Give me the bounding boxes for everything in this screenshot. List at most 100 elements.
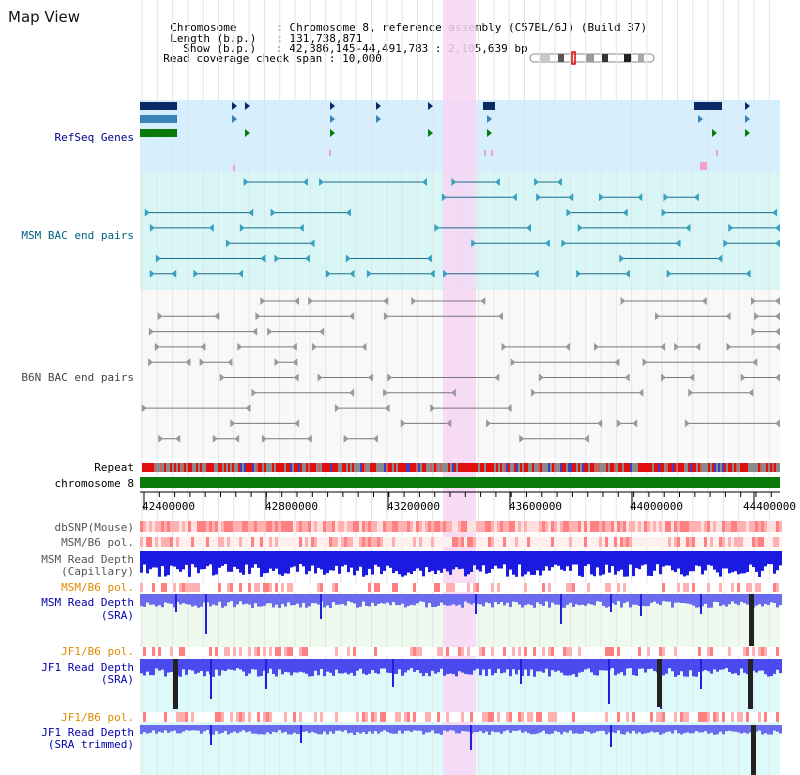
polymorphism-cell <box>425 583 428 592</box>
read-depth-bar <box>557 551 560 566</box>
read-depth-bar <box>260 551 263 577</box>
jf1-depth-sra-label-2: (SRA) <box>100 673 134 686</box>
read-depth-bar <box>173 594 176 608</box>
repeat-segment <box>178 463 180 472</box>
read-depth-bar <box>503 551 506 565</box>
repeat-segment <box>590 463 592 472</box>
bac-end-marker <box>144 208 150 217</box>
polymorphism-cell <box>470 537 473 547</box>
read-depth-bar <box>275 725 278 733</box>
read-depth-bar <box>524 594 527 606</box>
polymorphism-cell <box>704 647 707 656</box>
polymorphism-cell <box>353 712 356 722</box>
read-depth-bar <box>278 725 281 731</box>
read-depth-bar <box>260 725 263 735</box>
bac-end-marker <box>158 434 164 443</box>
polymorphism-cell <box>296 537 299 547</box>
polymorphism-cell <box>449 712 452 722</box>
read-depth-bar <box>518 551 521 565</box>
bac-end-marker <box>141 404 147 413</box>
read-depth-bar <box>377 594 380 604</box>
polymorphism-cell <box>206 712 209 722</box>
read-depth-bar <box>452 594 455 605</box>
read-depth-bar <box>506 551 509 577</box>
repeat-segment <box>564 463 566 472</box>
bac-end-marker <box>717 254 723 263</box>
polymorphism-cell <box>401 537 404 547</box>
polymorphism-cell <box>563 537 566 547</box>
polymorphism-cell <box>713 647 716 656</box>
read-depth-bar <box>539 551 542 576</box>
read-depth-bar <box>446 551 449 572</box>
read-depth-bar <box>758 551 761 577</box>
polymorphism-cell <box>389 583 392 592</box>
polymorphism-cell <box>680 583 683 592</box>
bac-end-marker <box>506 404 512 413</box>
read-depth-bar <box>644 594 647 607</box>
polymorphism-cell <box>215 712 218 722</box>
polymorphism-cell <box>548 647 551 656</box>
bac-end-marker <box>695 342 701 351</box>
polymorphism-cell <box>638 521 641 532</box>
read-depth-bar <box>674 594 677 603</box>
refseq-genes-label[interactable]: RefSeq Genes <box>54 131 134 144</box>
polymorphism-cell <box>203 537 206 547</box>
polymorphism-cell <box>584 712 587 722</box>
read-depth-bar <box>395 551 398 572</box>
polymorphism-cell <box>401 712 404 722</box>
read-depth-bar <box>152 594 155 605</box>
read-depth-bar <box>722 725 725 735</box>
bac-end-marker <box>149 269 155 278</box>
polymorphism-cell <box>413 521 416 532</box>
polymorphism-cell <box>203 647 206 656</box>
read-depth-bar <box>242 725 245 731</box>
polymorphism-cell <box>743 583 746 592</box>
read-depth-bar <box>569 725 572 731</box>
read-depth-bar <box>350 594 353 603</box>
read-depth-bar <box>470 594 473 605</box>
read-depth-bar <box>371 551 374 575</box>
polymorphism-cell <box>428 647 431 656</box>
polymorphism-cell <box>662 647 665 656</box>
polymorphism-cell <box>668 583 671 592</box>
polymorphism-cell <box>509 521 512 532</box>
repeat-segment <box>746 463 748 472</box>
polymorphism-cell <box>398 521 401 532</box>
b6n-bac-label[interactable]: B6N BAC end pairs <box>21 371 134 384</box>
polymorphism-cell <box>596 647 599 656</box>
polymorphism-cell <box>176 647 179 656</box>
read-depth-bar <box>614 725 617 734</box>
polymorphism-cell <box>737 712 740 722</box>
polymorphism-cell <box>149 537 152 547</box>
polymorphism-cell <box>758 647 761 656</box>
repeat-segment <box>362 463 364 472</box>
polymorphism-cell <box>158 712 161 722</box>
polymorphism-cell <box>557 712 560 722</box>
polymorphism-cell <box>263 537 266 547</box>
polymorphism-cell <box>221 712 224 722</box>
read-depth-bar <box>572 659 575 675</box>
bac-end-marker <box>214 312 220 321</box>
msm-bac-label[interactable]: MSM BAC end pairs <box>21 229 134 242</box>
bac-end-marker <box>317 373 323 382</box>
polymorphism-cell <box>167 647 170 656</box>
polymorphism-cell <box>779 647 782 656</box>
polymorphism-cell <box>704 537 707 547</box>
read-depth-bar <box>689 594 692 605</box>
polymorphism-cell <box>719 537 722 547</box>
polymorphism-cell <box>320 583 323 592</box>
polymorphism-cell <box>569 647 572 656</box>
read-depth-bar <box>770 659 773 677</box>
repeat-segment <box>680 463 682 472</box>
read-depth-bar <box>308 725 311 734</box>
read-depth-bar <box>263 659 266 671</box>
chromosome-ideogram[interactable] <box>528 51 658 65</box>
polymorphism-cell <box>506 712 509 722</box>
repeat-segment <box>490 463 492 472</box>
bac-end-marker <box>674 342 680 351</box>
repeat-segment <box>740 463 742 472</box>
polymorphism-cell <box>695 712 698 722</box>
polymorphism-cell <box>626 712 629 722</box>
repeat-segment <box>226 463 228 472</box>
